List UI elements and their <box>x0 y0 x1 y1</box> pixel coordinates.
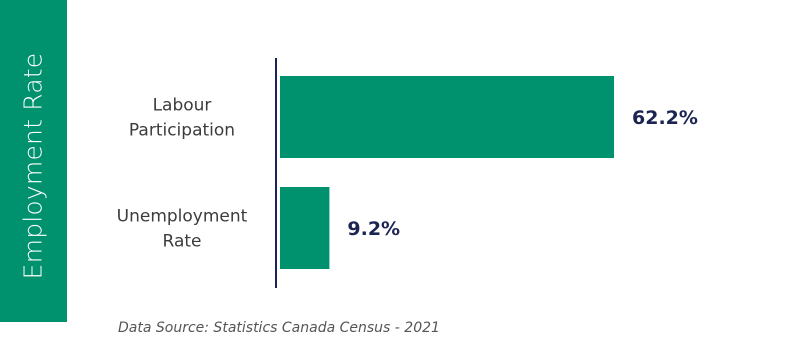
value-label-0: 62.2% <box>632 107 698 129</box>
category-label-line: Unemployment <box>117 207 248 227</box>
category-label-line: Participation <box>129 121 235 141</box>
bars-group: 62.2% Labour Participation 9.2% Unemployment… <box>117 76 698 269</box>
bar-0 <box>280 76 615 158</box>
side-title-band: Employment Rate <box>0 0 67 322</box>
bar-1 <box>280 187 330 269</box>
data-source-note: Data Source: Statistics Canada Census - … <box>118 320 440 336</box>
category-label-0: Labour Participation <box>129 96 235 141</box>
category-label-line: Labour <box>153 96 212 116</box>
value-label-1: 9.2% <box>347 218 400 240</box>
category-label-line: Rate <box>163 232 202 252</box>
category-label-1: Unemployment Rate <box>117 207 248 252</box>
